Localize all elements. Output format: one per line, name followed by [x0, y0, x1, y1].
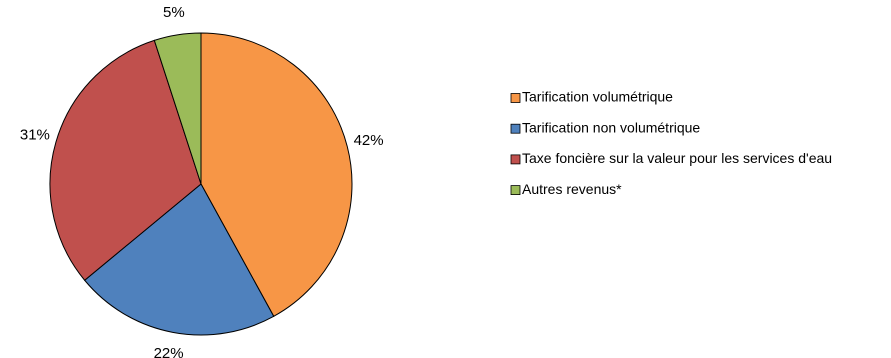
legend-item-autres-revenus: Autres revenus*: [510, 181, 622, 197]
legend-item-tarification-non-volumetrique: Tarification non volumétrique: [510, 119, 700, 135]
pie-percent-labels: 42% 22% 31% 5%: [20, 4, 384, 358]
pie-slice-autres-revenus: [153, 32, 202, 185]
legend-swatch: [510, 93, 521, 103]
percent-label-tarification-non-volumetrique: 22%: [154, 345, 184, 358]
legend-label: Tarification non volumétrique: [522, 119, 700, 135]
percent-label-taxe-fonciere-sur-la-valeur-pour-les-services-d-eau: 31%: [20, 127, 50, 144]
legend-item-taxe-fonciere-sur-la-valeur-pour-les-services-d-eau: Taxe foncière sur la valeur pour les ser…: [510, 150, 832, 166]
legend-label: Tarification volumétrique: [522, 89, 673, 105]
pie-slice-tarification-non-volumetrique: [83, 183, 275, 336]
percent-label-autres-revenus: 5%: [163, 4, 185, 21]
pie-slice-tarification-volumetrique: [200, 32, 353, 318]
legend-label: Autres revenus*: [522, 181, 622, 197]
legend-swatch: [510, 185, 521, 196]
legend: Tarification volumétrique Tarification no…: [510, 89, 832, 197]
pie-slice-taxe-fonciere-sur-la-valeur-pour-les-services-d-eau: [49, 39, 202, 281]
legend-swatch: [510, 154, 521, 165]
legend-label: Taxe foncière sur la valeur pour les ser…: [522, 150, 832, 166]
percent-label-tarification-volumetrique: 42%: [354, 132, 384, 149]
legend-swatch: [510, 123, 521, 134]
pie-slices: [49, 32, 353, 336]
legend-item-tarification-volumetrique: Tarification volumétrique: [510, 89, 673, 105]
